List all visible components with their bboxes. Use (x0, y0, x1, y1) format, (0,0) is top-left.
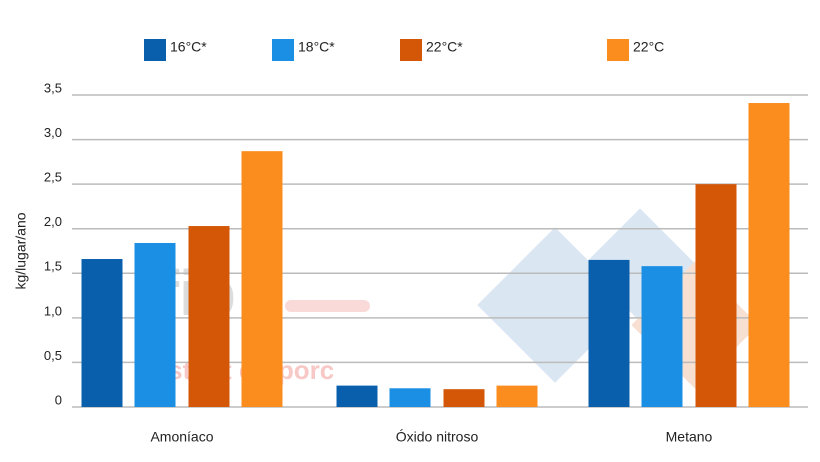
bar (588, 259, 630, 407)
legend-swatch (607, 39, 629, 61)
bar (641, 266, 683, 407)
logo-watermark (285, 208, 759, 389)
legend-label: 22°C (633, 39, 664, 55)
y-axis-label: kg/lugar/ano (13, 212, 29, 289)
watermark: Institut du porc (145, 355, 334, 385)
y-tick-label: 2,0 (44, 214, 62, 229)
bar (748, 103, 790, 407)
legend-swatch (400, 39, 422, 61)
y-tick-label: 2,5 (44, 170, 62, 185)
y-tick-label: 1,5 (44, 259, 62, 274)
x-tick-label: Amoníaco (150, 429, 213, 445)
x-tick-label: Metano (666, 429, 713, 445)
y-tick-label: 0 (55, 392, 62, 407)
y-tick-label: 3,0 (44, 125, 62, 140)
legend-label: 22°C* (426, 39, 463, 55)
y-tick-label: 0,5 (44, 348, 62, 363)
x-tick-label: Óxido nitroso (396, 429, 479, 445)
legend-label: 18°C* (298, 39, 335, 55)
bar (336, 385, 378, 407)
y-tick-label: 1,0 (44, 303, 62, 318)
legend-label: 16°C* (170, 39, 207, 55)
bar (389, 388, 431, 407)
legend-swatch (272, 39, 294, 61)
bar (81, 259, 123, 407)
bar (241, 151, 283, 407)
legend-swatch (144, 39, 166, 61)
bar (188, 226, 230, 407)
bar (443, 389, 485, 407)
y-tick-label: 3,5 (44, 80, 62, 95)
bar (695, 184, 737, 407)
bar (134, 242, 176, 407)
bar (496, 385, 538, 407)
